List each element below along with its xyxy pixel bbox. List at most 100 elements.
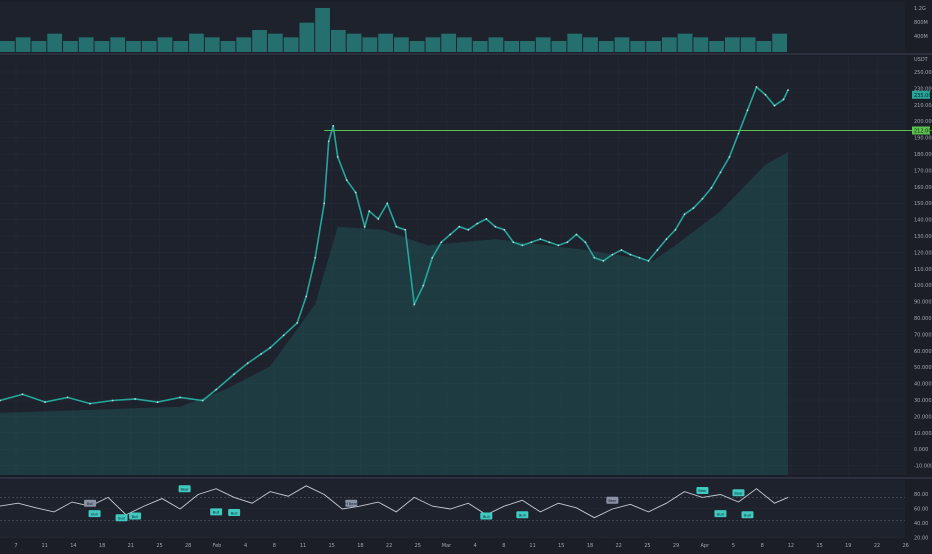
- price-axis-label: 250.000: [914, 70, 932, 76]
- price-point: [246, 362, 249, 365]
- time-axis-label: 22: [616, 543, 622, 549]
- time-axis-label: Feb: [212, 543, 221, 549]
- time-axis-label: 28: [185, 543, 191, 549]
- rsi-marker: [178, 485, 191, 493]
- rsi-marker: [210, 508, 223, 516]
- price-point: [764, 93, 767, 96]
- price-axis-label: 140.000: [914, 218, 932, 224]
- time-axis-label: 11: [42, 543, 48, 549]
- time-axis-label: 21: [128, 543, 134, 549]
- price-point: [665, 238, 668, 241]
- price-axis-label: 190.000: [914, 136, 932, 142]
- price-point: [575, 233, 578, 236]
- price-point: [404, 228, 407, 231]
- time-axis-label: 15: [816, 543, 822, 549]
- rsi-marker: [228, 508, 241, 516]
- rsi-marker-label: Bull: [132, 515, 139, 519]
- rsi-marker-label: Bull: [118, 517, 125, 521]
- rsi-marker-label: Bear: [181, 488, 190, 492]
- time-axis-label: 14: [70, 543, 76, 549]
- price-point: [539, 238, 542, 241]
- price-point: [377, 218, 380, 220]
- volume-bar: [362, 37, 378, 52]
- rsi-marker-label: Bear: [698, 489, 707, 493]
- time-axis-label: 15: [329, 543, 335, 549]
- price-point: [323, 202, 326, 205]
- volume-bar: [204, 37, 220, 52]
- price-axis-label: 110.000: [914, 267, 932, 273]
- price-axis-label: 200.000: [914, 119, 932, 125]
- price-axis-label: 180.000: [914, 152, 932, 158]
- volume-bar: [646, 41, 661, 52]
- volume-bar: [630, 41, 646, 52]
- time-axis-label: 11: [300, 543, 306, 549]
- last-price-tag-label: 235.000: [914, 93, 932, 99]
- volume-bar: [504, 41, 520, 52]
- price-series-line: [0, 85, 789, 405]
- rsi-marker: [714, 510, 727, 518]
- price-point: [269, 346, 272, 349]
- time-axis-label: 4: [244, 543, 247, 549]
- price-point: [363, 225, 366, 228]
- volume-bar: [567, 33, 583, 52]
- volume-bar: [709, 41, 724, 52]
- rsi-axis-label: 60.00: [914, 507, 928, 513]
- price-point: [787, 89, 789, 92]
- rsi-marker: [84, 499, 97, 507]
- price-point: [584, 241, 587, 244]
- rsi-marker: [480, 512, 493, 520]
- price-point: [674, 228, 677, 231]
- last-price-tag: [912, 90, 930, 99]
- volume-bar: [236, 37, 252, 52]
- price-point: [156, 401, 159, 403]
- time-axis-label: 4: [474, 543, 477, 549]
- volume-bar: [157, 37, 173, 52]
- time-axis-label: 12: [788, 543, 794, 549]
- price-axis-label: 160.000: [914, 185, 932, 191]
- price-axis-label: 0.000: [914, 447, 928, 453]
- price-point: [728, 155, 731, 158]
- time-axis-label: 25: [415, 543, 421, 549]
- rsi-marker-label: Bull: [231, 511, 238, 515]
- price-axis-label: 50.000: [914, 365, 932, 371]
- time-axis-label: 18: [357, 543, 363, 549]
- time-axis-label: 8: [761, 543, 764, 549]
- time-axis-label: 25: [156, 543, 162, 549]
- price-point: [557, 244, 560, 247]
- price-point: [737, 132, 740, 135]
- rsi-marker: [345, 499, 358, 507]
- price-point: [503, 228, 506, 231]
- volume-bar: [141, 41, 157, 52]
- time-axis-label: Apr: [700, 543, 710, 549]
- time-axis-label: 15: [558, 543, 564, 549]
- volume-bar: [299, 22, 315, 52]
- price-point: [530, 241, 533, 244]
- volume-bar: [47, 33, 63, 52]
- volume-bar: [441, 33, 457, 52]
- volume-bar: [724, 37, 740, 52]
- price-axis-label: 20.000: [914, 414, 932, 420]
- price-point: [548, 241, 551, 244]
- price-point: [521, 244, 524, 247]
- volume-bar: [346, 33, 362, 52]
- price-point: [336, 155, 339, 158]
- volume-bar: [220, 41, 236, 52]
- moving-average-band: [0, 152, 788, 475]
- price-point: [201, 399, 204, 402]
- rsi-marker: [115, 514, 128, 522]
- price-axis-label: 60.000: [914, 349, 932, 355]
- rsi-marker: [606, 496, 619, 504]
- rsi-marker-label: Bull: [519, 514, 526, 518]
- price-point: [746, 109, 749, 112]
- price-point: [368, 210, 371, 213]
- volume-bar: [110, 37, 126, 52]
- volume-bar: [472, 41, 488, 52]
- price-axis-label: 10.000: [914, 431, 932, 437]
- price-point: [458, 225, 461, 228]
- volume-bar: [409, 41, 425, 52]
- price-point: [0, 399, 1, 402]
- price-point: [179, 396, 182, 399]
- price-point: [476, 222, 479, 225]
- volume-bar: [551, 41, 567, 52]
